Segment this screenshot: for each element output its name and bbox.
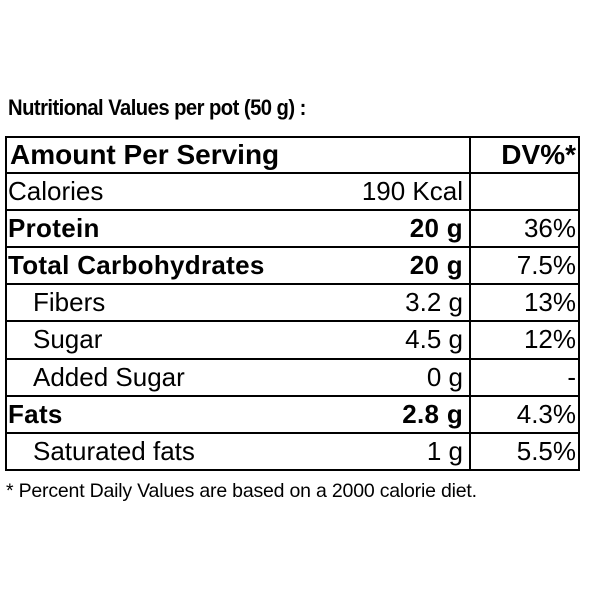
row-dv: 5.5% — [516, 435, 576, 466]
row-dv: 4.3% — [516, 398, 576, 429]
row-name: Sugar — [33, 324, 103, 355]
rule — [5, 136, 580, 138]
row-name: Total Carbohydrates — [8, 250, 265, 281]
row-amount: 3.2 g — [405, 287, 463, 318]
row-name: Fibers — [33, 287, 106, 318]
row-amount: 2.8 g — [402, 398, 463, 429]
rule — [5, 246, 580, 249]
column-rule — [578, 136, 580, 470]
rule — [5, 394, 580, 397]
row-dv: 7.5% — [516, 250, 576, 281]
row-amount: 0 g — [426, 361, 463, 392]
rule — [5, 283, 580, 286]
row-amount: 4.5 g — [405, 324, 463, 355]
header-dv: DV%* — [501, 139, 576, 170]
column-rule — [469, 136, 471, 470]
row-dv: - — [567, 361, 576, 392]
rule — [5, 320, 580, 323]
row-amount: 20 g — [409, 250, 463, 281]
footnote: * Percent Daily Values are based on a 20… — [6, 480, 477, 502]
row-name: Saturated fats — [33, 435, 195, 466]
row-amount: 1 g — [426, 435, 463, 466]
rule — [5, 209, 580, 212]
rule — [5, 431, 580, 434]
row-name: Calories — [8, 176, 104, 206]
title: Nutritional Values per pot (50 g) : — [8, 95, 306, 120]
rule — [5, 172, 580, 174]
row-dv: 12% — [523, 324, 576, 355]
row-dv: 36% — [523, 213, 576, 244]
header-label: Amount Per Serving — [10, 139, 280, 170]
row-amount: 190 Kcal — [361, 176, 463, 206]
row-name: Fats — [8, 398, 63, 429]
row-name: Added Sugar — [33, 361, 185, 392]
row-dv: 13% — [523, 287, 576, 318]
rule — [5, 468, 580, 471]
rule — [5, 357, 580, 360]
row-amount: 20 g — [409, 213, 463, 244]
column-rule — [5, 136, 7, 470]
row-name: Protein — [8, 213, 100, 244]
